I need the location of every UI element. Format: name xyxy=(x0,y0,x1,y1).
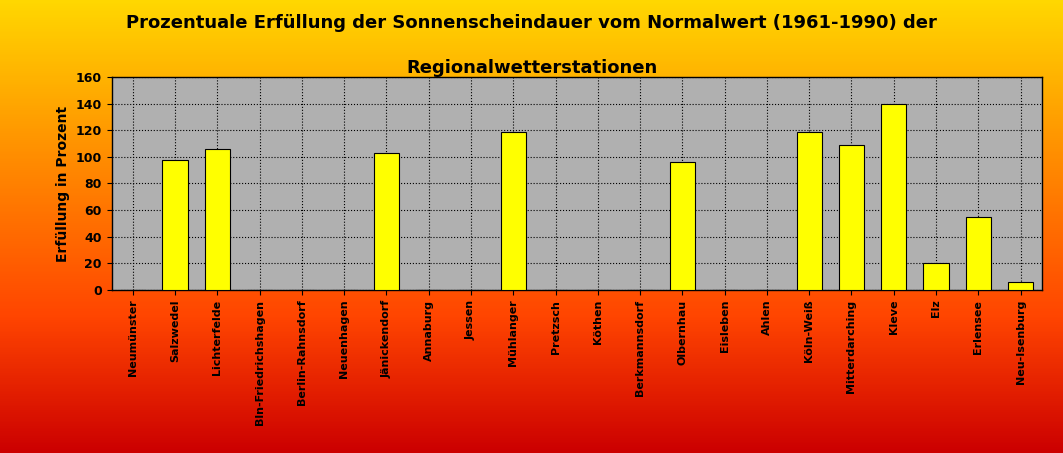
Bar xyxy=(163,159,188,290)
Bar xyxy=(670,162,695,290)
Bar xyxy=(796,131,822,290)
Y-axis label: Erfüllung in Prozent: Erfüllung in Prozent xyxy=(56,106,70,261)
Bar xyxy=(839,145,864,290)
Bar xyxy=(1008,282,1033,290)
Bar xyxy=(881,104,907,290)
Bar xyxy=(374,153,399,290)
Bar xyxy=(501,131,526,290)
Text: Prozentuale Erfüllung der Sonnenscheindauer vom Normalwert (1961-1990) der: Prozentuale Erfüllung der Sonnenscheinda… xyxy=(126,14,937,32)
Text: Regionalwetterstationen: Regionalwetterstationen xyxy=(406,59,657,77)
Bar xyxy=(204,149,230,290)
Bar xyxy=(965,217,991,290)
Bar xyxy=(924,263,949,290)
